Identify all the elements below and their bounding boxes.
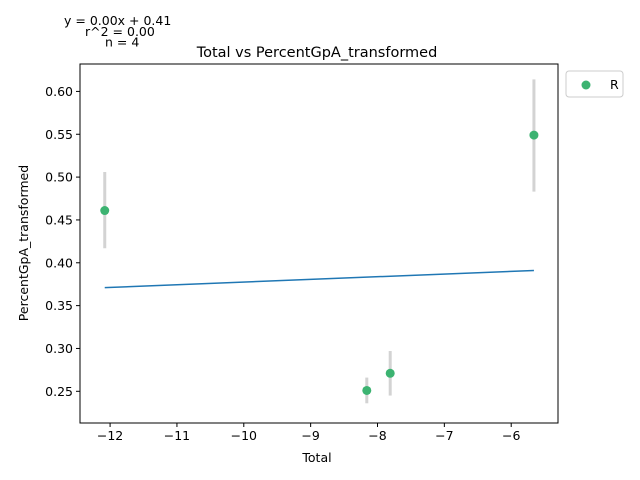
data-point-0 [100, 206, 110, 216]
y-tick-label: 0.55 [45, 127, 73, 142]
y-tick-label: 0.35 [45, 298, 73, 313]
y-tick-label: 0.60 [45, 84, 73, 99]
y-tick-label: 0.40 [45, 255, 73, 270]
y-axis: 0.25 0.30 0.35 0.40 0.45 0.50 0.55 0.60 [45, 84, 80, 399]
data-point-1 [362, 385, 372, 395]
n-label: n = 4 [105, 35, 139, 50]
y-tick-label: 0.25 [45, 384, 73, 399]
x-tick-label: −10 [231, 428, 257, 443]
plot-area [100, 79, 539, 404]
fit-line [104, 269, 534, 289]
regression-annotations: y = 0.00x + 0.41 r^2 = 0.00 n = 4 [64, 13, 171, 50]
x-axis: −12 −11 −10 −9 −8 −7 −6 [97, 423, 520, 443]
x-tick-label: −6 [502, 428, 520, 443]
legend: R [565, 70, 624, 98]
legend-marker [581, 80, 591, 90]
y-tick-label: 0.30 [45, 341, 73, 356]
x-tick-label: −12 [97, 428, 123, 443]
y-axis-label: PercentGpA_transformed [16, 165, 31, 321]
regression-equation: y = 0.00x + 0.41 [64, 13, 171, 28]
data-point-3 [529, 130, 539, 140]
legend-label: R [610, 77, 619, 92]
x-tick-label: −8 [368, 428, 386, 443]
legend-box [565, 70, 624, 98]
plot-frame [79, 63, 559, 424]
x-tick-label: −7 [435, 428, 453, 443]
x-tick-label: −11 [164, 428, 190, 443]
x-axis-label: Total [301, 450, 331, 465]
y-tick-label: 0.45 [45, 212, 73, 227]
data-point-2 [385, 368, 395, 378]
x-tick-label: −9 [301, 428, 319, 443]
r-squared-label: r^2 = 0.00 [85, 24, 155, 39]
chart-title: Total vs PercentGpA_transformed [196, 45, 438, 61]
y-tick-label: 0.50 [45, 170, 73, 185]
